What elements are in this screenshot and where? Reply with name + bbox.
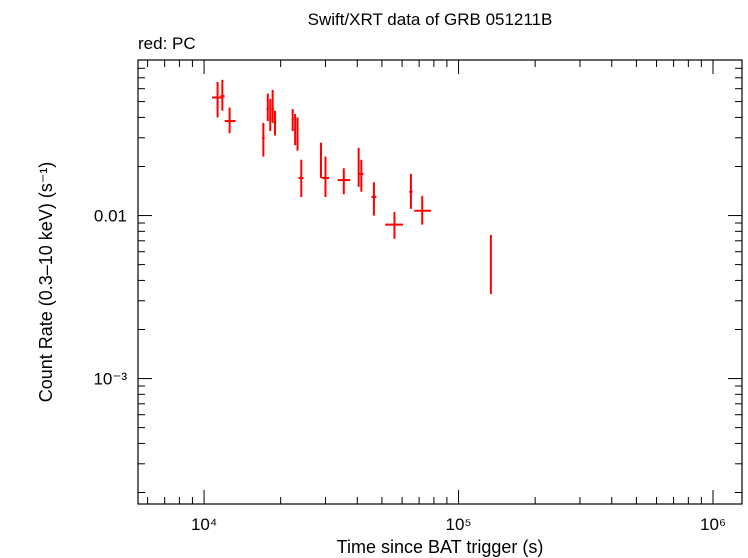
data-point <box>414 195 432 225</box>
y-axis-label: Count Rate (0.3–10 keV) (s⁻¹) <box>36 162 56 403</box>
axes: 10⁴ 10⁵ 10⁶ 0.01 10⁻³ <box>93 59 742 534</box>
x-tick-label: 10⁴ <box>191 515 217 534</box>
data-point <box>337 168 351 195</box>
data-point <box>296 117 299 151</box>
data-point <box>371 182 377 216</box>
chart-subtitle: red: PC <box>138 34 196 53</box>
data-point <box>489 234 492 295</box>
x-tick-label: 10⁵ <box>446 515 472 534</box>
data-point <box>271 89 274 123</box>
data-point <box>224 107 236 134</box>
data-point <box>385 212 404 239</box>
plot-frame <box>137 59 743 505</box>
data-point <box>269 98 272 132</box>
data-point <box>266 93 270 122</box>
data-point <box>220 79 225 111</box>
data-point <box>359 159 364 192</box>
data-point <box>319 142 322 178</box>
data-point <box>212 81 223 118</box>
x-axis-label: Time since BAT trigger (s) <box>337 537 544 557</box>
data-point <box>262 122 265 157</box>
data-points <box>212 79 492 295</box>
data-point <box>294 113 297 146</box>
chart-title: Swift/XRT data of GRB 051211B <box>308 10 553 29</box>
data-point <box>409 173 413 209</box>
y-tick-label: 0.01 <box>94 207 127 226</box>
data-point <box>273 110 277 136</box>
data-point <box>321 156 330 197</box>
data-point <box>357 147 360 187</box>
data-point <box>291 109 294 132</box>
y-tick-label: 10⁻³ <box>93 370 127 389</box>
x-tick-label: 10⁶ <box>700 515 726 534</box>
data-point <box>298 159 304 197</box>
